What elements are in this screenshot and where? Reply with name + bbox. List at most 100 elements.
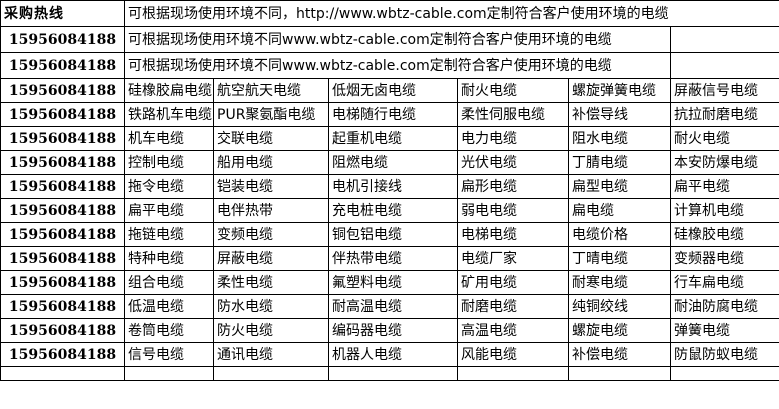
keyword-cell[interactable]: 铜包铝电缆 xyxy=(328,222,458,247)
keyword-cell[interactable]: 变频电缆 xyxy=(213,222,329,247)
promo-text-2: 可根据现场使用环境不同www.wbtz-cable.com定制符合客户使用环境的… xyxy=(124,26,671,53)
cable-keyword-table: 采购热线 可根据现场使用环境不同，http://www.wbtz-cable.c… xyxy=(0,0,779,381)
keyword-cell[interactable]: 电梯电缆 xyxy=(457,222,569,247)
keyword-cell[interactable]: 电缆价格 xyxy=(568,222,671,247)
keyword-cell[interactable]: 螺旋弹簧电缆 xyxy=(568,78,671,103)
keyword-cell[interactable]: 硅橡胶电缆 xyxy=(669,222,779,247)
keyword-cell[interactable]: 防鼠防蚁电缆 xyxy=(669,342,779,367)
keyword-cell[interactable]: 行车扁电缆 xyxy=(669,270,779,295)
keyword-cell[interactable]: 船用电缆 xyxy=(213,150,329,175)
keyword-cell[interactable]: 组合电缆 xyxy=(124,270,214,295)
keyword-cell[interactable]: 阻燃电缆 xyxy=(328,150,458,175)
keyword-cell[interactable]: 螺旋电缆 xyxy=(568,318,671,343)
keyword-cell[interactable]: 铠装电缆 xyxy=(213,174,329,199)
table-body: 采购热线 可根据现场使用环境不同，http://www.wbtz-cable.c… xyxy=(0,0,779,381)
phone-number: 15956084188 xyxy=(0,198,125,223)
empty-cell xyxy=(328,366,458,381)
empty-cell xyxy=(213,366,329,381)
keyword-cell[interactable]: 光伏电缆 xyxy=(457,150,569,175)
phone-number: 15956084188 xyxy=(0,342,125,367)
keyword-cell[interactable]: 抗拉耐磨电缆 xyxy=(669,102,779,127)
keyword-cell[interactable]: 低烟无卤电缆 xyxy=(328,78,458,103)
keyword-cell[interactable]: 卷筒电缆 xyxy=(124,318,214,343)
table-row: 15956084188 铁路机车电缆 PUR聚氨酯电缆 电梯随行电缆 柔性伺服电… xyxy=(0,102,779,127)
keyword-cell[interactable]: 交联电缆 xyxy=(213,126,329,151)
keyword-cell[interactable]: 电力电缆 xyxy=(457,126,569,151)
table-row-hotline: 采购热线 可根据现场使用环境不同，http://www.wbtz-cable.c… xyxy=(0,0,779,27)
keyword-cell[interactable]: 风能电缆 xyxy=(457,342,569,367)
keyword-cell[interactable]: 耐火电缆 xyxy=(457,78,569,103)
table-row: 15956084188 机车电缆 交联电缆 起重机电缆 电力电缆 阻水电缆 耐火… xyxy=(0,126,779,151)
keyword-cell[interactable]: 航空航天电缆 xyxy=(213,78,329,103)
keyword-cell[interactable]: 阻水电缆 xyxy=(568,126,671,151)
keyword-cell[interactable]: 低温电缆 xyxy=(124,294,214,319)
keyword-cell[interactable]: 通讯电缆 xyxy=(213,342,329,367)
keyword-cell[interactable]: 硅橡胶扁电缆 xyxy=(124,78,214,103)
phone-number: 15956084188 xyxy=(0,26,125,53)
keyword-cell[interactable]: 弱电电缆 xyxy=(457,198,569,223)
keyword-cell[interactable]: 丁腈电缆 xyxy=(568,150,671,175)
keyword-cell[interactable]: 补偿电缆 xyxy=(568,342,671,367)
keyword-cell[interactable]: 补偿导线 xyxy=(568,102,671,127)
keyword-cell[interactable]: 防火电缆 xyxy=(213,318,329,343)
keyword-cell[interactable]: 电机引接线 xyxy=(328,174,458,199)
keyword-cell[interactable]: 扁平电缆 xyxy=(669,174,779,199)
phone-number: 15956084188 xyxy=(0,318,125,343)
keyword-cell[interactable]: 耐寒电缆 xyxy=(568,270,671,295)
keyword-cell[interactable]: 变频器电缆 xyxy=(669,246,779,271)
keyword-cell[interactable]: 拖链电缆 xyxy=(124,222,214,247)
keyword-cell[interactable]: 本安防爆电缆 xyxy=(669,150,779,175)
table-row-promo-2: 15956084188 可根据现场使用环境不同www.wbtz-cable.co… xyxy=(0,26,779,53)
keyword-cell[interactable]: 柔性电缆 xyxy=(213,270,329,295)
keyword-cell[interactable]: 电梯随行电缆 xyxy=(328,102,458,127)
keyword-cell[interactable]: 机器人电缆 xyxy=(328,342,458,367)
keyword-cell[interactable]: 柔性伺服电缆 xyxy=(457,102,569,127)
table-row: 15956084188 拖链电缆 变频电缆 铜包铝电缆 电梯电缆 电缆价格 硅橡… xyxy=(0,222,779,247)
keyword-cell[interactable]: 弹簧电缆 xyxy=(669,318,779,343)
keyword-cell[interactable]: 控制电缆 xyxy=(124,150,214,175)
keyword-cell[interactable]: 丁晴电缆 xyxy=(568,246,671,271)
promo-text-3: 可根据现场使用环境不同www.wbtz-cable.com定制符合客户使用环境的… xyxy=(124,52,671,79)
table-row: 15956084188 卷筒电缆 防火电缆 编码器电缆 高温电缆 螺旋电缆 弹簧… xyxy=(0,318,779,343)
table-row: 15956084188 拖令电缆 铠装电缆 电机引接线 扁形电缆 扁型电缆 扁平… xyxy=(0,174,779,199)
keyword-cell[interactable]: 编码器电缆 xyxy=(328,318,458,343)
keyword-cell[interactable]: 起重机电缆 xyxy=(328,126,458,151)
keyword-cell[interactable]: 计算机电缆 xyxy=(669,198,779,223)
keyword-cell[interactable]: 扁型电缆 xyxy=(568,174,671,199)
keyword-cell[interactable]: 充电桩电缆 xyxy=(328,198,458,223)
keyword-cell[interactable]: 电伴热带 xyxy=(213,198,329,223)
keyword-cell[interactable]: 纯铜绞线 xyxy=(568,294,671,319)
keyword-cell[interactable]: 伴热带电缆 xyxy=(328,246,458,271)
keyword-cell[interactable]: 机车电缆 xyxy=(124,126,214,151)
keyword-cell[interactable]: 耐火电缆 xyxy=(669,126,779,151)
table-row: 15956084188 扁平电缆 电伴热带 充电桩电缆 弱电电缆 扁电缆 计算机… xyxy=(0,198,779,223)
empty-cell xyxy=(568,366,671,381)
keyword-cell[interactable]: 信号电缆 xyxy=(124,342,214,367)
empty-cell xyxy=(669,26,779,53)
keyword-cell[interactable]: 铁路机车电缆 xyxy=(124,102,214,127)
keyword-cell[interactable]: 耐磨电缆 xyxy=(457,294,569,319)
keyword-cell[interactable]: 耐高温电缆 xyxy=(328,294,458,319)
keyword-cell[interactable]: 矿用电缆 xyxy=(457,270,569,295)
table-row: 15956084188 硅橡胶扁电缆 航空航天电缆 低烟无卤电缆 耐火电缆 螺旋… xyxy=(0,78,779,103)
keyword-cell[interactable]: 电缆厂家 xyxy=(457,246,569,271)
keyword-cell[interactable]: 扁电缆 xyxy=(568,198,671,223)
keyword-cell[interactable]: 耐油防腐电缆 xyxy=(669,294,779,319)
keyword-cell[interactable]: 屏蔽信号电缆 xyxy=(669,78,779,103)
table-row: 15956084188 组合电缆 柔性电缆 氟塑料电缆 矿用电缆 耐寒电缆 行车… xyxy=(0,270,779,295)
keyword-cell[interactable]: 高温电缆 xyxy=(457,318,569,343)
keyword-cell[interactable]: 扁平电缆 xyxy=(124,198,214,223)
keyword-cell[interactable]: 屏蔽电缆 xyxy=(213,246,329,271)
phone-number: 15956084188 xyxy=(0,174,125,199)
phone-number: 15956084188 xyxy=(0,270,125,295)
keyword-cell[interactable]: 氟塑料电缆 xyxy=(328,270,458,295)
table-row: 15956084188 信号电缆 通讯电缆 机器人电缆 风能电缆 补偿电缆 防鼠… xyxy=(0,342,779,367)
phone-number: 15956084188 xyxy=(0,150,125,175)
keyword-cell[interactable]: 特种电缆 xyxy=(124,246,214,271)
keyword-cell[interactable]: 拖令电缆 xyxy=(124,174,214,199)
table-row-empty xyxy=(0,366,779,381)
keyword-cell[interactable]: 扁形电缆 xyxy=(457,174,569,199)
keyword-cell[interactable]: 防水电缆 xyxy=(213,294,329,319)
table-row-promo-3: 15956084188 可根据现场使用环境不同www.wbtz-cable.co… xyxy=(0,52,779,79)
keyword-cell[interactable]: PUR聚氨酯电缆 xyxy=(213,102,329,127)
